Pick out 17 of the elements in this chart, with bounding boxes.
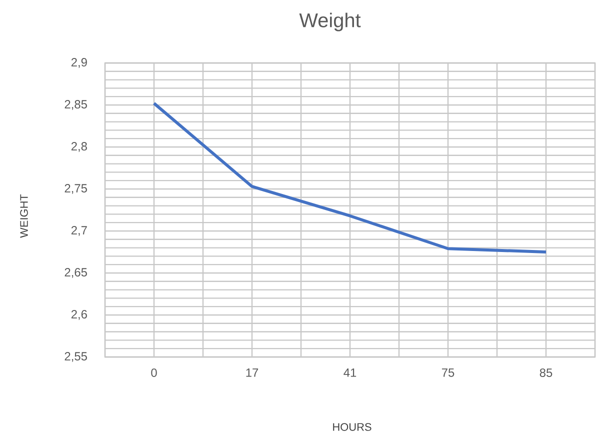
x-tick-label: 41 <box>344 368 356 377</box>
line-series <box>152 102 548 254</box>
y-tick-label: 2,7 <box>71 226 87 236</box>
x-tick-label: 75 <box>442 368 454 377</box>
x-tick-label: 85 <box>540 368 552 377</box>
y-axis-title: WEIGHT <box>20 194 28 238</box>
y-tick-label: 2,8 <box>71 142 87 152</box>
y-tick-label: 2,55 <box>64 352 87 362</box>
y-tick-label: 2,65 <box>64 268 87 278</box>
y-tick-label: 2,75 <box>64 184 87 194</box>
y-tick-label: 2,85 <box>64 100 87 110</box>
y-tick-label: 2,6 <box>71 310 87 320</box>
x-axis-title: HOURS <box>333 423 372 431</box>
y-tick-label: 2,9 <box>71 58 87 68</box>
chart-title: Weight <box>299 12 361 32</box>
x-tick-label: 17 <box>246 368 258 377</box>
x-tick-label: 0 <box>151 368 157 377</box>
